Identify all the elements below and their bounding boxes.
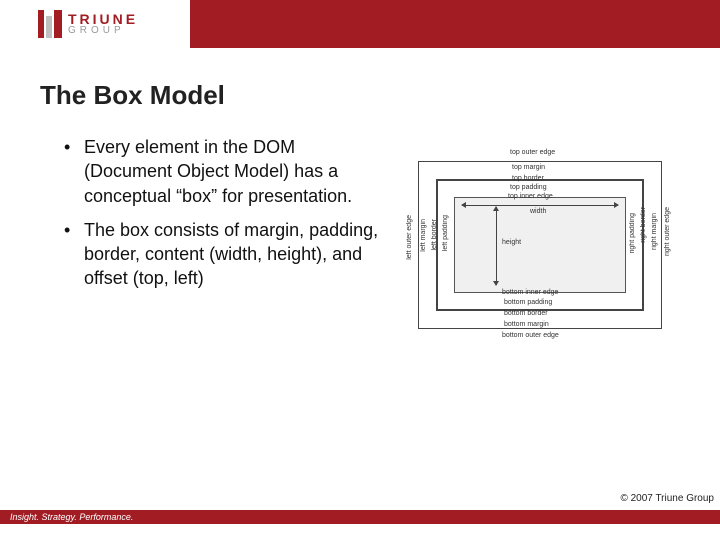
diagram-label: top padding (510, 184, 547, 191)
diagram-label: bottom inner edge (502, 289, 558, 296)
diagram-label: left border (431, 219, 438, 251)
logo: TRIUNE GROUP (0, 0, 190, 48)
diagram-label: left outer edge (406, 215, 413, 260)
diagram-label: top border (512, 175, 544, 182)
brand-sub: GROUP (68, 26, 138, 36)
header: TRIUNE GROUP (0, 0, 720, 48)
diagram-label: right outer edge (664, 207, 671, 256)
logo-mark-icon (38, 10, 62, 38)
box-model-diagram: top outer edge top margin top border top… (380, 135, 700, 355)
header-bar (190, 0, 720, 48)
diagram-label: top outer edge (510, 149, 555, 156)
diagram-label: right padding (629, 213, 636, 253)
diagram-label: bottom border (504, 310, 548, 317)
diagram-label: top inner edge (508, 193, 553, 200)
diagram-label: right border (640, 207, 647, 243)
diagram-label: width (530, 208, 546, 215)
diagram-label: bottom margin (504, 321, 549, 328)
tagline: Insight. Strategy. Performance. (10, 512, 133, 522)
diagram-label: bottom outer edge (502, 332, 559, 339)
bullets: Every element in the DOM (Document Objec… (60, 135, 380, 355)
diagram-label: top margin (512, 164, 545, 171)
diagram-label: bottom padding (504, 299, 552, 306)
diagram-label: right margin (651, 213, 658, 250)
diagram-label: height (502, 239, 521, 246)
copyright: © 2007 Triune Group (620, 493, 714, 504)
content: Every element in the DOM (Document Objec… (0, 135, 720, 355)
bullet-item: Every element in the DOM (Document Objec… (84, 135, 380, 208)
bullet-item: The box consists of margin, padding, bor… (84, 218, 380, 291)
diagram-label: left padding (442, 215, 449, 251)
diagram-label: left margin (420, 219, 427, 252)
brand-name: TRIUNE (68, 12, 138, 26)
slide-title: The Box Model (40, 80, 720, 111)
